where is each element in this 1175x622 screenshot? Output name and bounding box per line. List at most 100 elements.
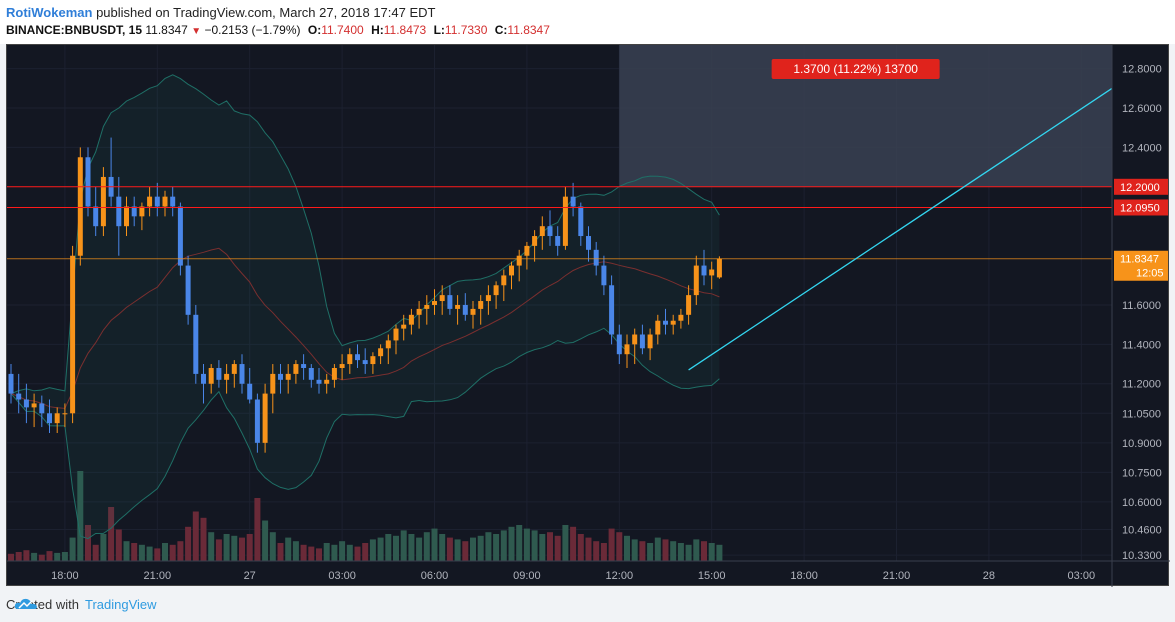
candle-body	[262, 393, 268, 443]
time-tick-label: 18:00	[51, 570, 79, 582]
volume-bar	[69, 537, 76, 561]
time-tick-label: 28	[983, 570, 995, 582]
candle	[586, 226, 591, 262]
candle-body	[678, 314, 684, 321]
candle-body	[624, 344, 630, 355]
candle	[616, 324, 622, 365]
volume-bar	[154, 548, 161, 561]
candle	[416, 301, 422, 329]
volume-bar	[223, 534, 230, 561]
candle	[355, 344, 360, 368]
candle	[208, 364, 214, 394]
candle	[347, 348, 353, 374]
candle-body	[47, 413, 52, 424]
candle	[162, 190, 168, 217]
chart-header: RotiWokeman published on TradingView.com…	[0, 0, 1175, 44]
candle	[100, 167, 106, 237]
chart-area[interactable]: 1.3700 (11.22%) 13700 12.8000 12.6000 12.40…	[6, 44, 1170, 587]
candle	[478, 295, 484, 325]
candle-body	[555, 236, 561, 246]
candle	[39, 395, 45, 428]
volume-bar	[92, 544, 99, 561]
volume-bar	[362, 543, 369, 561]
candle	[547, 210, 553, 246]
candle-body	[278, 373, 283, 380]
volume-bar	[254, 498, 261, 561]
volume-bar	[146, 546, 153, 561]
volume-bar	[231, 535, 238, 561]
candle-body	[716, 258, 722, 278]
volume-bar	[431, 528, 438, 561]
volume-bar	[100, 534, 107, 561]
candle-body	[77, 157, 83, 256]
candle	[709, 261, 715, 290]
author-link[interactable]: RotiWokeman	[6, 5, 93, 20]
candle-body	[162, 196, 168, 207]
candle	[501, 269, 507, 302]
volume-bar	[15, 552, 22, 561]
high-value: 11.8473	[383, 23, 427, 37]
candle-body	[493, 285, 499, 296]
candle	[693, 255, 699, 305]
candle	[408, 308, 414, 335]
candle-body	[447, 295, 453, 309]
candle-body	[586, 236, 591, 250]
volume-bar	[624, 535, 630, 561]
volume-bar	[423, 532, 430, 561]
candle	[270, 364, 276, 414]
time-tick-label: 18:00	[790, 570, 818, 582]
volume-bar	[393, 535, 399, 561]
candle-body	[139, 206, 145, 217]
publish-info: RotiWokeman published on TradingView.com…	[6, 5, 435, 20]
candle	[462, 293, 468, 321]
volume-bar	[246, 534, 253, 561]
candle-body	[154, 196, 160, 207]
candle	[239, 354, 245, 394]
candle	[116, 176, 122, 256]
candle	[655, 314, 661, 345]
candle	[647, 328, 653, 361]
price-tick-label: 11.6000	[1122, 300, 1161, 312]
candle-body	[593, 249, 599, 266]
candle-body	[301, 364, 307, 368]
candle-body	[424, 304, 430, 309]
candle-body	[609, 285, 615, 335]
volume-bar	[439, 534, 446, 561]
bollinger-lower	[10, 327, 720, 540]
candle-body	[177, 206, 183, 266]
candle	[147, 186, 153, 217]
price-tick-label: 10.4600	[1122, 524, 1162, 536]
tradingview-link[interactable]: TradingView	[84, 597, 157, 612]
volume-bar	[493, 534, 500, 561]
candle	[54, 407, 60, 433]
countdown-label: 12:05	[1136, 268, 1164, 280]
price-chart[interactable]: 1.3700 (11.22%) 13700 12.8000 12.6000 12.40…	[7, 45, 1170, 587]
candle-body	[408, 314, 414, 325]
moving-average	[10, 247, 720, 409]
candle	[663, 308, 668, 335]
candle-body	[639, 334, 645, 349]
candle	[247, 367, 253, 404]
volume-bar	[539, 534, 546, 561]
candle	[601, 255, 607, 296]
candle-body	[378, 348, 384, 357]
volume-bar	[654, 537, 661, 561]
volume-bar	[31, 552, 38, 561]
candle-body	[655, 320, 661, 335]
price-tick-label: 10.6000	[1122, 497, 1162, 509]
volume-bar	[585, 537, 592, 561]
volume-bar	[408, 534, 415, 561]
volume-bar	[331, 544, 338, 561]
volume-bar	[600, 543, 607, 561]
candle	[516, 249, 522, 282]
measure-label-bg	[771, 59, 940, 79]
candle	[293, 360, 299, 384]
volume-bar	[169, 544, 176, 561]
price-change: −0.2153 (−1.79%)	[204, 23, 301, 37]
candle	[193, 304, 199, 384]
volume-bar	[531, 530, 538, 561]
candle-body	[432, 301, 437, 305]
time-tick-label: 03:00	[328, 570, 356, 582]
volume-bar	[162, 543, 168, 561]
candle	[85, 147, 91, 217]
